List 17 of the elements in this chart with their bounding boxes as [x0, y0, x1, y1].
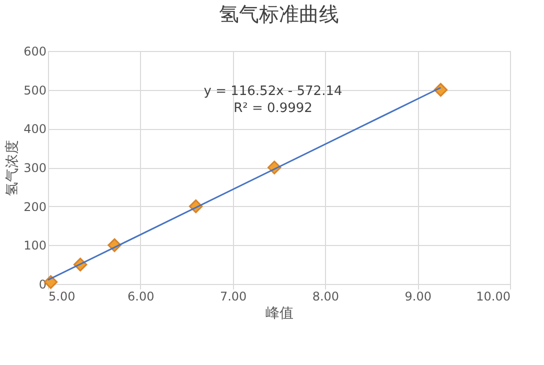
y-tick-label: 500 [24, 83, 46, 98]
x-tick-label: 5.00 [48, 290, 76, 304]
y-tick-label: 600 [24, 44, 46, 58]
chart-title: 氢气标准曲线 [219, 2, 339, 26]
x-axis-title: 峰值 [266, 306, 294, 322]
y-axis-title: 氢气浓度 [4, 140, 21, 196]
y-tick-label: 200 [24, 200, 46, 214]
y-tick-label: 100 [24, 238, 46, 253]
annotation: y = 116.52x - 572.14 [204, 84, 342, 99]
x-tick-label: 6.00 [128, 290, 154, 304]
x-tick-label: 9.00 [404, 290, 432, 304]
y-tick-label: 400 [24, 122, 46, 136]
x-tick-label: 10.00 [476, 290, 510, 304]
x-tick-label: 7.00 [220, 290, 247, 304]
y-tick-label: 300 [24, 161, 46, 175]
x-tick-label: 8.00 [312, 290, 340, 304]
annotation: R² = 0.9992 [234, 101, 312, 116]
